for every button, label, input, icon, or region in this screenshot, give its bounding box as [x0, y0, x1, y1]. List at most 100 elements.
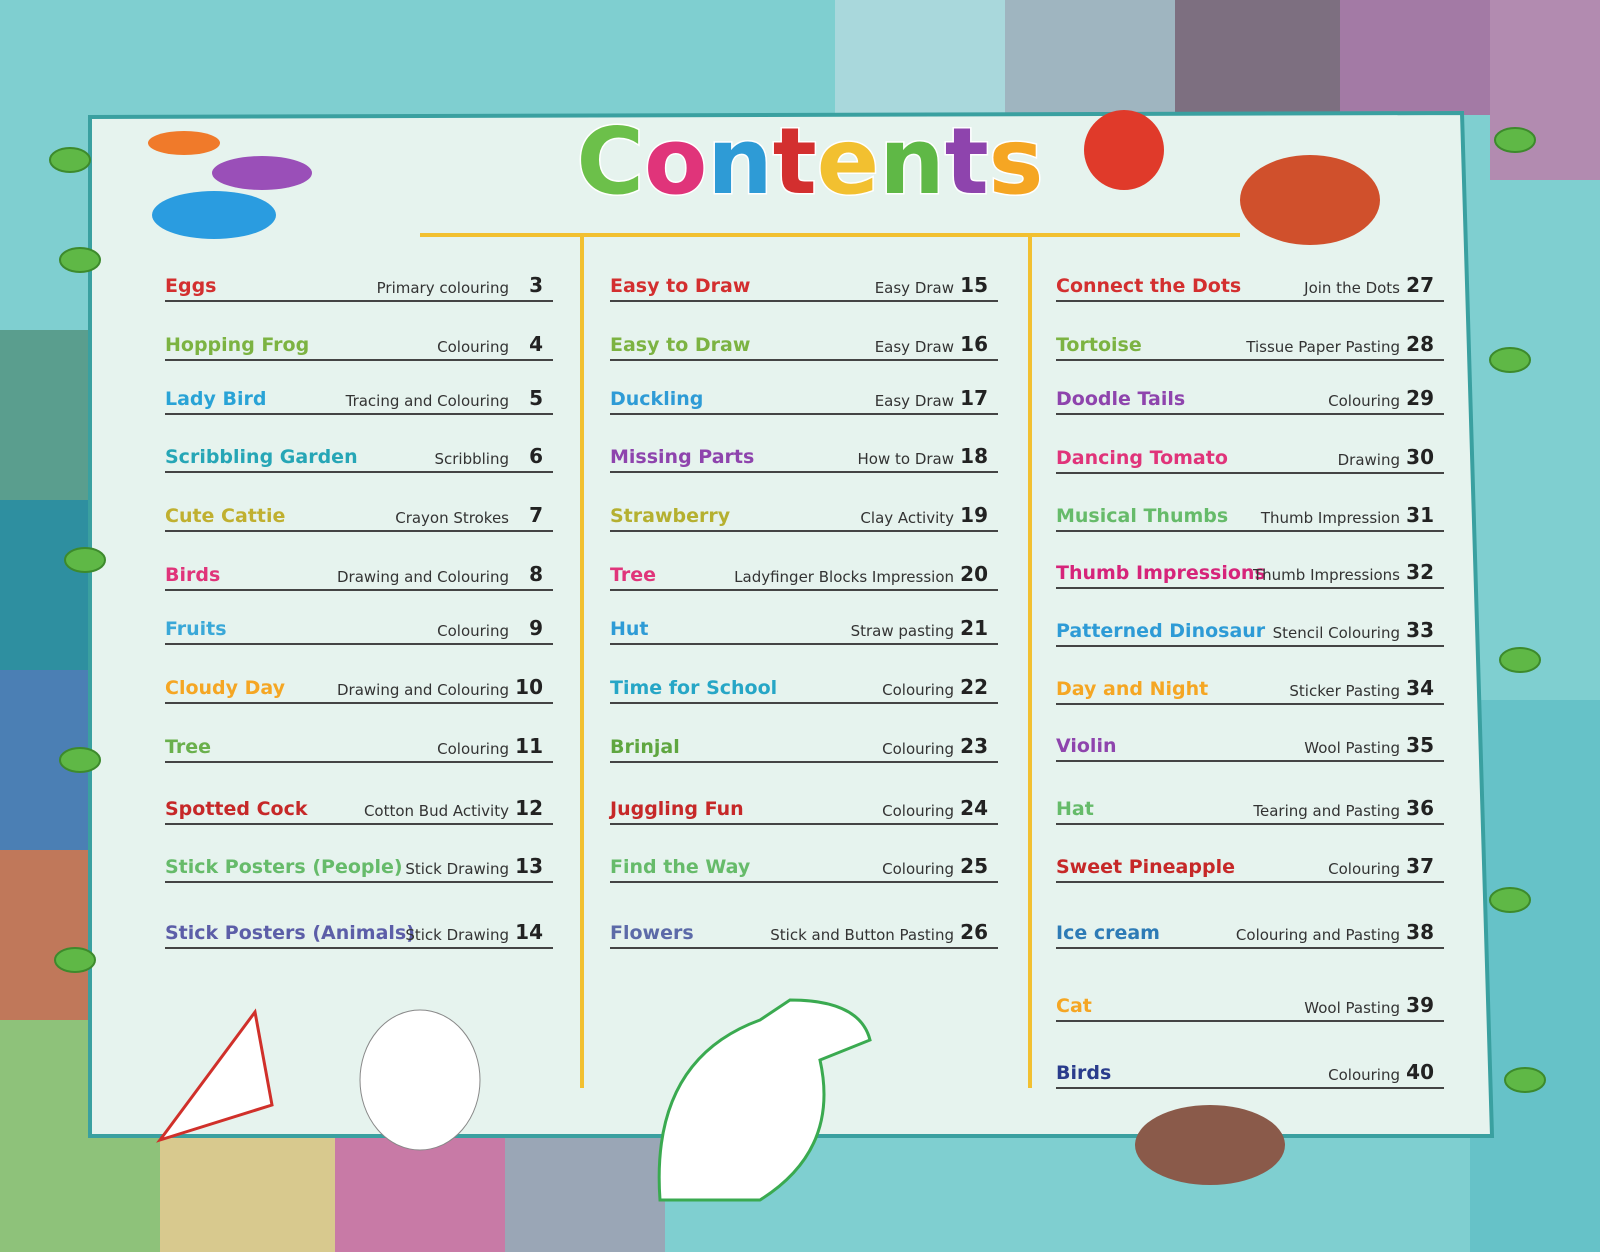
entry-page: 30 [1406, 445, 1434, 469]
entry-title: Musical Thumbs [1056, 505, 1229, 527]
entry-page: 34 [1406, 676, 1434, 700]
entry-title: Strawberry [610, 505, 731, 527]
entry-activity: Tracing and Colouring [345, 392, 509, 410]
entry-page: 19 [960, 503, 988, 527]
contents-entry: Strawberry Clay Activity 19 [610, 500, 998, 532]
entry-activity: Cotton Bud Activity [363, 802, 509, 820]
entry-page: 20 [960, 562, 988, 586]
entry-page: 21 [960, 616, 988, 640]
contents-entry: Time for School Colouring 22 [610, 672, 998, 704]
title-letter: n [879, 108, 945, 215]
entry-activity: Colouring [1328, 860, 1400, 878]
entry-title: Spotted Cock [165, 798, 308, 820]
entry-title: Violin [1056, 735, 1117, 757]
entry-activity: Colouring [882, 802, 954, 820]
entry-activity: Easy Draw [874, 279, 954, 297]
entry-activity: Colouring [882, 681, 954, 699]
entry-activity: Thumb Impressions [1253, 566, 1400, 584]
entry-page: 36 [1406, 796, 1434, 820]
entry-title: Eggs [165, 275, 217, 297]
entry-page: 29 [1406, 386, 1434, 410]
entry-title: Scribbling Garden [165, 446, 358, 468]
entry-page: 28 [1406, 332, 1434, 356]
entry-page: 38 [1406, 920, 1434, 944]
entry-title: Hut [610, 618, 649, 640]
entry-title: Day and Night [1056, 678, 1209, 700]
contents-entry: Ice cream Colouring and Pasting 38 [1056, 917, 1444, 949]
contents-entry: Lady Bird Tracing and Colouring 5 [165, 383, 553, 415]
entry-page: 5 [529, 386, 543, 410]
contents-entry: Easy to Draw Easy Draw 16 [610, 329, 998, 361]
entry-page: 27 [1406, 273, 1434, 297]
contents-entry: Sweet Pineapple Colouring 37 [1056, 851, 1444, 883]
entry-title: Lady Bird [165, 388, 267, 410]
entry-page: 10 [515, 675, 543, 699]
page-title: Contents [577, 108, 1044, 215]
entry-page: 15 [960, 273, 988, 297]
entry-activity: Primary colouring [376, 279, 509, 297]
contents-entry: Scribbling Garden Scribbling 6 [165, 441, 553, 473]
entry-page: 24 [960, 796, 988, 820]
entry-title: Birds [1056, 1062, 1112, 1084]
entry-activity: Stick Drawing [405, 926, 509, 944]
contents-entry: Missing Parts How to Draw 18 [610, 441, 998, 473]
entry-title: Duckling [610, 388, 704, 410]
contents-entry: Juggling Fun Colouring 24 [610, 793, 998, 825]
entry-title: Connect the Dots [1056, 275, 1242, 297]
contents-entry: Cat Wool Pasting 39 [1056, 990, 1444, 1022]
entry-activity: Colouring [437, 622, 509, 640]
contents-entry: Day and Night Sticker Pasting 34 [1056, 673, 1444, 705]
entry-page: 12 [515, 796, 543, 820]
title-letter: C [577, 108, 645, 215]
entry-page: 7 [529, 503, 543, 527]
entry-activity: Wool Pasting [1304, 739, 1400, 757]
entry-page: 8 [529, 562, 543, 586]
entry-page: 16 [960, 332, 988, 356]
entry-activity: Stencil Colouring [1272, 624, 1400, 642]
title-letter: e [817, 108, 879, 215]
entry-activity: Clay Activity [860, 509, 954, 527]
contents-entry: Brinjal Colouring 23 [610, 731, 998, 763]
title-letter: n [707, 108, 773, 215]
contents-entry: Dancing Tomato Drawing 30 [1056, 442, 1444, 474]
entry-activity: Easy Draw [874, 392, 954, 410]
entry-page: 31 [1406, 503, 1434, 527]
entry-title: Dancing Tomato [1056, 447, 1228, 469]
entry-title: Fruits [165, 618, 227, 640]
entry-title: Cat [1056, 995, 1092, 1017]
entry-title: Stick Posters (People) [165, 856, 403, 878]
entry-title: Tree [610, 564, 657, 586]
contents-entry: Hopping Frog Colouring 4 [165, 329, 553, 361]
title-letter: o [644, 108, 707, 215]
entry-activity: Colouring [437, 740, 509, 758]
entry-activity: Drawing and Colouring [337, 568, 509, 586]
contents-entry: Birds Drawing and Colouring 8 [165, 559, 553, 591]
entry-page: 25 [960, 854, 988, 878]
entry-activity: Drawing [1337, 451, 1400, 469]
entry-activity: Colouring [1328, 1066, 1400, 1084]
entry-page: 26 [960, 920, 988, 944]
entry-title: Thumb Impressions [1056, 562, 1266, 584]
entry-activity: Straw pasting [850, 622, 954, 640]
entry-page: 32 [1406, 560, 1434, 584]
contents-entry: Cloudy Day Drawing and Colouring 10 [165, 672, 553, 704]
entry-activity: Tissue Paper Pasting [1246, 338, 1400, 356]
entry-page: 11 [515, 734, 543, 758]
title-letter: t [945, 108, 989, 215]
entry-title: Patterned Dinosaur [1056, 620, 1266, 642]
entry-activity: Thumb Impression [1260, 509, 1400, 527]
entry-activity: How to Draw [857, 450, 955, 468]
title-letter: s [989, 108, 1044, 215]
entry-page: 17 [960, 386, 988, 410]
entry-activity: Colouring [437, 338, 509, 356]
entry-activity: Colouring [882, 740, 954, 758]
contents-entry: Cute Cattie Crayon Strokes 7 [165, 500, 553, 532]
entry-title: Time for School [610, 677, 778, 699]
contents-entry: Stick Posters (Animals) Stick Drawing 14 [165, 917, 553, 949]
entry-page: 9 [529, 616, 543, 640]
entry-title: Tree [165, 736, 212, 758]
entry-page: 33 [1406, 618, 1434, 642]
contents-entry: Eggs Primary colouring 3 [165, 270, 553, 302]
